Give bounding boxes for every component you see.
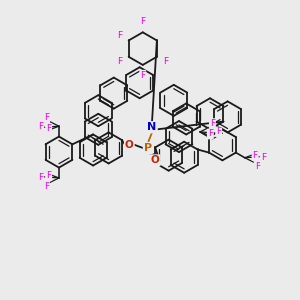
Text: F: F: [44, 182, 49, 191]
Text: F: F: [117, 57, 122, 66]
Text: F: F: [117, 31, 122, 40]
Text: F: F: [163, 57, 168, 66]
Text: F: F: [216, 128, 221, 136]
Text: F: F: [208, 130, 213, 139]
Text: F: F: [140, 71, 145, 80]
Text: P: P: [144, 143, 152, 153]
Text: F: F: [253, 151, 258, 160]
Text: O: O: [125, 140, 134, 150]
Text: F: F: [210, 119, 215, 128]
Text: O: O: [151, 155, 160, 165]
Text: F: F: [44, 113, 49, 122]
Text: F: F: [261, 153, 266, 162]
Text: F: F: [255, 161, 260, 170]
Text: F: F: [46, 171, 51, 180]
Text: N: N: [147, 122, 157, 132]
Text: F: F: [46, 124, 51, 133]
Text: F: F: [38, 173, 43, 182]
Text: F: F: [38, 122, 43, 131]
Text: F: F: [140, 17, 145, 26]
